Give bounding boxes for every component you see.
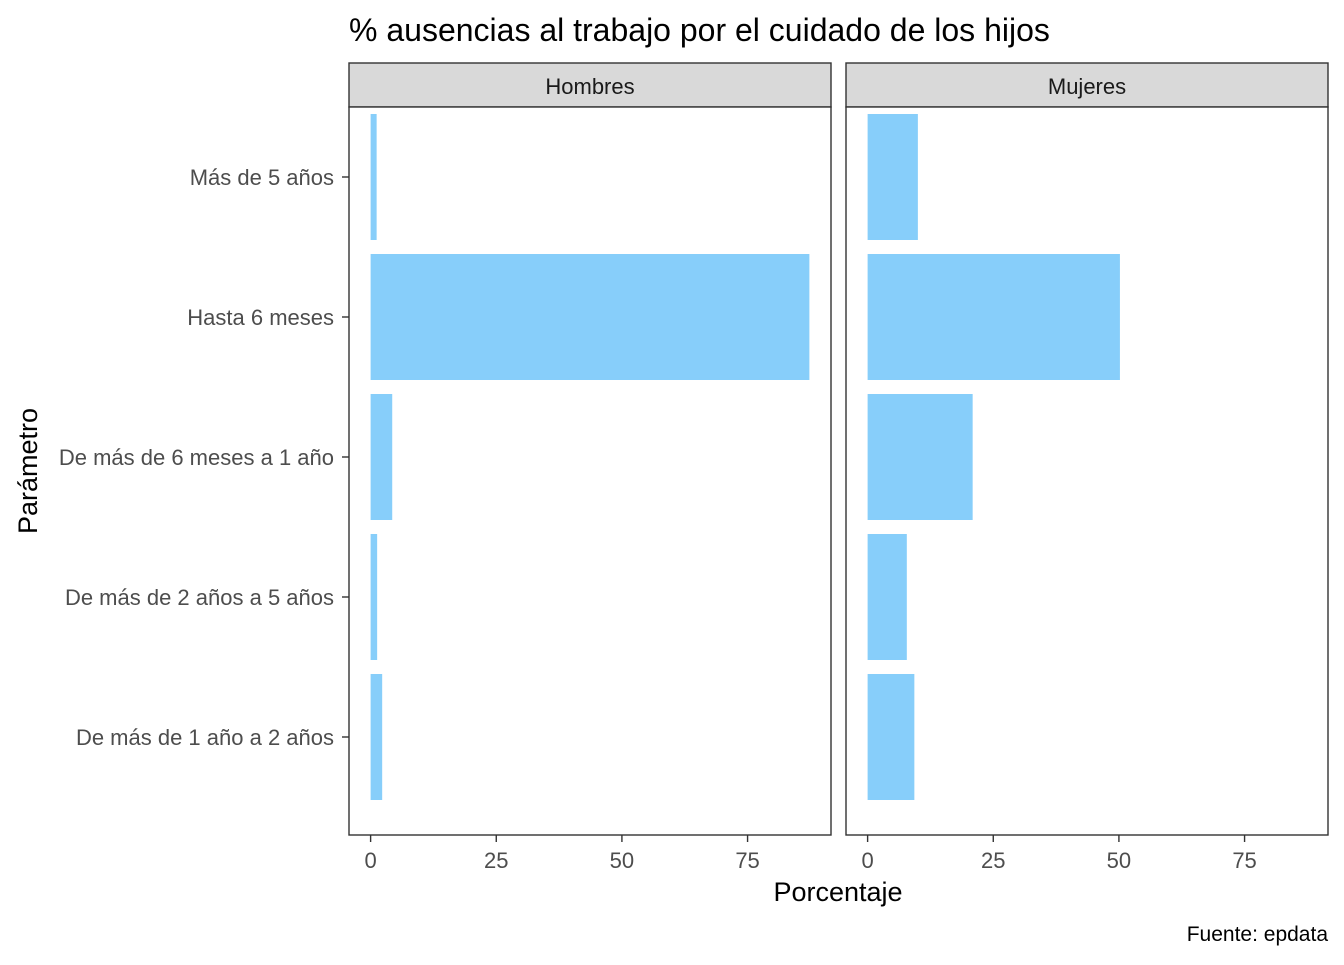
bar-hombres-de-mas-de-6-meses-a-1-ano — [370, 394, 393, 520]
facet-strip-hombres — [348, 62, 832, 108]
bar-mujeres-hasta-6-meses — [867, 254, 1120, 380]
bar-mujeres-mas-de-5-anos — [867, 114, 918, 240]
bar-mujeres-de-mas-de-1-ano-a-2-anos — [867, 674, 915, 800]
facet-label-hombres: Hombres — [545, 74, 634, 99]
panel-border-hombres — [348, 106, 832, 836]
x-tick-label-mujeres-25: 25 — [981, 848, 1005, 873]
x-tick-label-hombres-75: 75 — [735, 848, 759, 873]
facet-panels: Hombres 0 25 50 75 Mujeres 0 25 50 75 — [348, 62, 1329, 873]
chart-title: % ausencias al trabajo por el cuidado de… — [349, 12, 1050, 48]
x-tick-label-hombres-50: 50 — [610, 848, 634, 873]
bar-hombres-hasta-6-meses — [370, 254, 810, 380]
y-axis-title: Parámetro — [13, 408, 43, 534]
x-tick-label-mujeres-0: 0 — [861, 848, 873, 873]
bar-mujeres-de-mas-de-2-anos-a-5-anos — [867, 534, 907, 660]
x-tick-label-mujeres-50: 50 — [1107, 848, 1131, 873]
facet-strip-mujeres — [845, 62, 1329, 108]
bar-hombres-de-mas-de-2-anos-a-5-anos — [370, 534, 378, 660]
facet-panel-mujeres: Mujeres 0 25 50 75 — [845, 62, 1329, 873]
facet-label-mujeres: Mujeres — [1048, 74, 1126, 99]
x-axis-title: Porcentaje — [773, 877, 902, 907]
y-tick-label-hasta-6-meses: Hasta 6 meses — [187, 305, 334, 330]
chart-caption: Fuente: epdata — [1187, 923, 1329, 946]
bar-mujeres-de-mas-de-6-meses-a-1-ano — [867, 394, 973, 520]
y-tick-label-de-mas-de-1-ano-a-2-anos: De más de 1 año a 2 años — [76, 725, 334, 750]
y-tick-label-de-mas-de-6-meses-a-1-ano: De más de 6 meses a 1 año — [59, 445, 334, 470]
x-tick-label-hombres-0: 0 — [364, 848, 376, 873]
x-tick-label-mujeres-75: 75 — [1232, 848, 1256, 873]
y-axis: Más de 5 años Hasta 6 meses De más de 6 me… — [59, 165, 349, 750]
x-tick-label-hombres-25: 25 — [484, 848, 508, 873]
panel-border-mujeres — [845, 106, 1329, 836]
facet-panel-hombres: Hombres 0 25 50 75 — [348, 62, 832, 873]
y-tick-label-mas-de-5-anos: Más de 5 años — [190, 165, 334, 190]
panel-background-hombres — [349, 107, 831, 835]
y-tick-label-de-mas-de-2-anos-a-5-anos: De más de 2 años a 5 años — [65, 585, 334, 610]
bar-hombres-mas-de-5-anos — [370, 114, 377, 240]
bar-hombres-de-mas-de-1-ano-a-2-anos — [370, 674, 383, 800]
